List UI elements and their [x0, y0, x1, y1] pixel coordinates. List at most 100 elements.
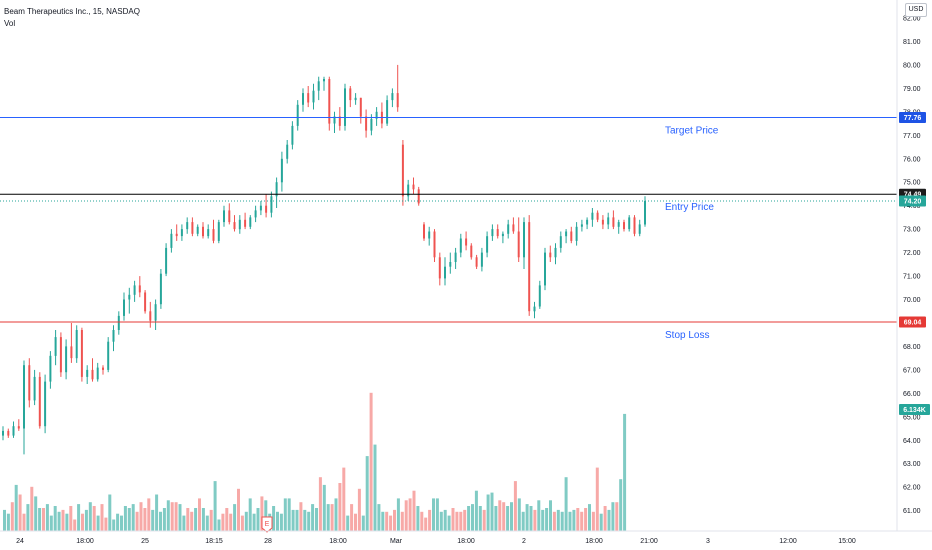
time-tick-label: 18:00	[76, 538, 94, 545]
candle-body	[70, 346, 73, 359]
candle	[596, 210, 599, 223]
candle-body	[496, 229, 499, 237]
price-tick-label: 72.00	[903, 250, 921, 257]
price-tick-label: 66.00	[903, 391, 921, 398]
candle	[586, 217, 589, 230]
price-tick-label: 79.00	[903, 86, 921, 93]
candle-body	[486, 236, 489, 253]
volume-bar	[6, 513, 10, 531]
price-axis[interactable]: 82.0081.0080.0079.0078.0077.0076.0075.00…	[896, 0, 921, 531]
price-tick-label: 82.00	[903, 16, 921, 23]
volume-bar	[315, 508, 318, 531]
candle	[365, 109, 368, 138]
candle	[265, 194, 268, 218]
volume-value-badge-text: 6.134K	[903, 407, 926, 414]
target-price-note: Target Price	[665, 126, 719, 137]
time-axis[interactable]: 24 18:00 25 18:15 28 18:00 Mar 18:00 2 18:00 21:00…	[0, 530, 932, 545]
volume-bar	[318, 477, 322, 531]
volume-bar	[100, 504, 104, 531]
candle-body	[38, 376, 41, 427]
candle	[375, 107, 378, 126]
volume-bar	[194, 508, 198, 531]
volume-indicator-label[interactable]: Vol	[4, 19, 16, 28]
candle-body	[17, 426, 20, 429]
candle-body	[80, 330, 83, 377]
candle	[249, 215, 252, 230]
candle	[359, 97, 362, 124]
candle-body	[512, 224, 515, 232]
candle	[349, 86, 352, 108]
candle-body	[633, 217, 636, 234]
candle-body	[170, 233, 173, 248]
candle-body	[91, 369, 94, 380]
candle-body	[186, 222, 189, 230]
currency-label[interactable]: USD	[905, 3, 927, 17]
candle	[475, 254, 478, 269]
volume-bar	[81, 513, 84, 531]
target-price-badge-bg	[899, 112, 926, 123]
candle-body	[307, 93, 310, 103]
candle	[96, 362, 99, 382]
candle-body	[296, 104, 299, 126]
time-tick-label: 18:00	[457, 538, 475, 545]
volume-bar	[248, 498, 252, 531]
candle	[517, 217, 520, 262]
candle	[491, 224, 494, 241]
candle	[333, 111, 336, 133]
candle	[428, 226, 431, 246]
candle-body	[44, 381, 47, 427]
candle	[580, 219, 583, 232]
candle-body	[175, 233, 178, 237]
volume-bar	[233, 504, 237, 531]
candle	[128, 287, 131, 314]
candle-body	[507, 224, 510, 234]
volume-bar	[556, 509, 560, 531]
price-tick-label: 62.00	[903, 485, 921, 492]
price-tick-label: 77.00	[903, 133, 921, 140]
candle	[554, 243, 557, 265]
candle-body	[575, 226, 578, 241]
volume-bar	[424, 517, 428, 531]
symbol-title[interactable]: Beam Therapeutics Inc., 15, NASDAQ	[4, 7, 140, 16]
time-tick-label: 21:00	[640, 538, 658, 545]
volume-bar	[326, 504, 330, 531]
candle	[296, 100, 299, 131]
candle-body	[96, 367, 99, 380]
candle-body	[7, 430, 10, 436]
candle-body	[191, 222, 194, 234]
candle-body	[138, 285, 141, 293]
time-tick-label: 24	[16, 538, 24, 545]
entry-price-note: Entry Price	[665, 202, 714, 213]
candle-body	[317, 81, 320, 91]
volume-bar	[623, 413, 627, 531]
candle-body	[438, 257, 441, 279]
candle-body	[323, 79, 325, 82]
candle-body	[596, 212, 599, 220]
candle-body	[391, 93, 394, 101]
candle-body	[28, 365, 31, 401]
candle	[259, 201, 262, 216]
candle-body	[249, 217, 252, 227]
candle	[28, 358, 31, 408]
last-price-badge: 74.20	[899, 195, 926, 207]
volume-bar	[486, 494, 490, 531]
candle	[191, 217, 194, 237]
volume-value-badge: 6.134K	[899, 404, 930, 415]
volume-bar	[147, 498, 151, 531]
time-tick-label: 18:15	[205, 538, 223, 545]
volume-bar	[404, 500, 408, 531]
candle-body	[212, 229, 215, 241]
target-price-badge: 77.76	[899, 112, 926, 123]
volume-bar	[229, 513, 233, 531]
volume-bar	[112, 519, 116, 531]
volume-bar	[131, 504, 135, 531]
volume-bar	[186, 508, 190, 531]
candle-body	[128, 294, 131, 300]
volume-bar	[299, 502, 303, 531]
candle-body	[612, 217, 615, 227]
volume-bar	[396, 498, 400, 531]
candle-body	[112, 330, 115, 342]
candle-body	[528, 222, 531, 312]
candle-body	[544, 252, 546, 286]
